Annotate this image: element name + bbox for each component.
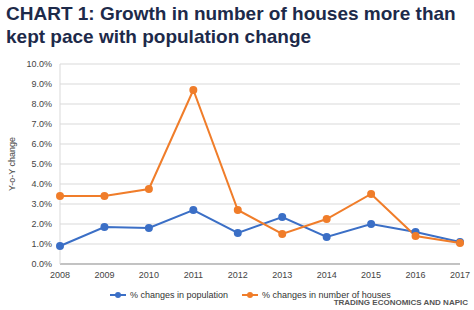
svg-text:2008: 2008 [50, 270, 70, 280]
html-text:TRADING ECONOMICS AND NAPIC: TRADING ECONOMICS AND NAPIC [333, 298, 468, 307]
svg-text:2009: 2009 [94, 270, 114, 280]
svg-text:4.0%: 4.0% [31, 179, 52, 189]
svg-text:2017: 2017 [450, 270, 466, 280]
svg-text:2016: 2016 [406, 270, 426, 280]
svg-text:2015: 2015 [361, 270, 381, 280]
svg-text:8.0%: 8.0% [31, 99, 52, 109]
html-text:% changes in population: % changes in population [130, 290, 229, 300]
svg-text:6.0%: 6.0% [31, 139, 52, 149]
svg-text:2014: 2014 [317, 270, 337, 280]
svg-text:2013: 2013 [272, 270, 292, 280]
svg-text:7.0%: 7.0% [31, 119, 52, 129]
svg-text:5.0%: 5.0% [31, 159, 52, 169]
html-text:% changes in number of houses: % changes in number of houses [262, 290, 391, 300]
svg-text:2012: 2012 [228, 270, 248, 280]
svg-text:0.0%: 0.0% [31, 259, 52, 269]
svg-text:2011: 2011 [184, 270, 203, 280]
svg-text:2010: 2010 [139, 270, 159, 280]
html-text:CHART 1: Growth in number of h: CHART 1: Growth in number of houses more… [6, 3, 456, 47]
svg-text:1.0%: 1.0% [31, 239, 52, 249]
svg-text:10.0%: 10.0% [26, 59, 52, 69]
svg-text:Y-o-Y change: Y-o-Y change [8, 137, 17, 191]
svg-text:3.0%: 3.0% [31, 199, 52, 209]
svg-text:9.0%: 9.0% [31, 79, 52, 89]
svg-text:2.0%: 2.0% [31, 219, 52, 229]
